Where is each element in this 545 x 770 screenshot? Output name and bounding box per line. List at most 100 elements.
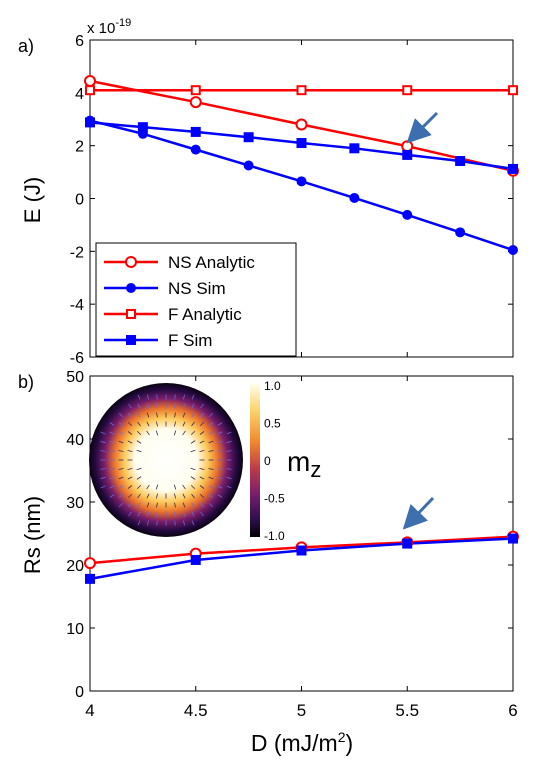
y-tick-label: -2 <box>70 244 84 261</box>
spin-arrow <box>118 494 124 498</box>
spin-arrow <box>146 511 150 517</box>
panel-b-ylabel: Rs (nm) <box>20 496 45 574</box>
spin-arrow <box>208 476 214 480</box>
spin-arrow <box>127 468 133 470</box>
y-tick-label: 40 <box>66 432 84 449</box>
data-point-3 <box>508 163 518 174</box>
legend: NS Analytic NS Sim F Analytic F Sim <box>95 242 297 357</box>
spin-arrow <box>208 494 214 498</box>
data-point-0 <box>189 96 202 109</box>
legend-label-ns-analytic: NS Analytic <box>168 253 255 272</box>
exponent-label: x 10-19 <box>87 17 131 37</box>
data-point-1 <box>402 538 413 549</box>
legend-item-f-sim: F Sim <box>104 331 212 350</box>
spin-arrow <box>155 484 159 490</box>
spin-arrow <box>127 493 133 499</box>
data-point-0 <box>401 140 414 153</box>
spin-arrow <box>208 412 214 418</box>
spin-arrow <box>109 485 115 489</box>
spin-arrow <box>200 403 204 409</box>
spin-arrow <box>146 412 150 418</box>
spin-arrow <box>118 431 124 435</box>
spin-arrow <box>191 421 195 427</box>
spin-arrow <box>109 468 115 470</box>
spin-arrow <box>156 421 158 427</box>
spin-arrow <box>146 484 150 490</box>
data-point-1 <box>349 192 360 203</box>
spin-arrow <box>191 403 195 409</box>
y-tick-label: -6 <box>70 350 84 367</box>
data-point-2 <box>296 85 307 96</box>
spin-arrow <box>156 394 158 400</box>
spin-arrow <box>191 502 195 508</box>
spin-arrow <box>146 502 150 508</box>
spin-arrow <box>127 440 133 444</box>
spin-arrow <box>199 431 205 435</box>
x-tick-label: 5.5 <box>395 701 419 720</box>
data-point-1 <box>190 144 201 155</box>
spin-arrow <box>190 484 196 490</box>
data-point-0 <box>84 557 96 570</box>
panel-a-ticks: -6 -4 -2 0 2 4 6 <box>70 33 514 367</box>
data-point-1 <box>85 573 95 584</box>
spin-arrow <box>217 450 223 452</box>
data-point-2 <box>508 85 518 96</box>
data-point-1 <box>296 176 307 187</box>
colorbar-label-main: m <box>287 446 310 477</box>
colorbar-tick-label: 1.0 <box>264 379 281 393</box>
spin-arrow <box>146 394 150 400</box>
spin-arrow <box>137 412 141 418</box>
panel-a-label: a) <box>18 36 34 56</box>
spin-arrow <box>118 412 124 418</box>
spin-arrow <box>217 485 223 489</box>
x-tick-label: 5 <box>297 701 306 720</box>
spin-arrow <box>199 468 205 470</box>
legend-item-ns-analytic: NS Analytic <box>104 253 255 272</box>
spin-arrow <box>226 450 232 452</box>
legend-item-ns-sim: NS Sim <box>104 279 226 298</box>
spin-arrow <box>173 484 177 490</box>
spin-arrow <box>208 431 214 435</box>
data-point-2 <box>190 85 201 96</box>
spin-arrow <box>182 394 186 400</box>
panel-b-arrow <box>402 496 435 530</box>
spin-arrow <box>191 394 195 400</box>
spin-arrow <box>127 421 133 427</box>
spin-arrow <box>174 520 176 526</box>
spin-arrow <box>182 493 186 499</box>
xlabel-main: D (mJ/m <box>251 730 338 756</box>
spin-arrow <box>155 430 159 436</box>
spin-arrow <box>156 502 158 508</box>
data-point-1 <box>243 160 254 171</box>
spin-arrow <box>146 493 150 499</box>
spin-arrow <box>190 430 196 436</box>
spin-arrow <box>109 431 115 435</box>
spin-arrow <box>174 502 176 508</box>
data-point-3 <box>402 149 413 160</box>
x-tick-label: 6 <box>508 701 517 720</box>
data-point-1 <box>402 209 413 220</box>
y-tick-label: 0 <box>75 684 84 701</box>
spin-arrow <box>226 476 232 480</box>
spin-arrow <box>128 412 132 418</box>
spin-arrow <box>156 520 158 526</box>
spin-arrow <box>109 422 115 426</box>
data-point-3 <box>85 117 95 128</box>
spin-arrow <box>118 468 124 470</box>
spin-arrow <box>199 450 205 452</box>
spin-arrow <box>136 430 142 436</box>
spin-arrow <box>137 421 141 427</box>
spin-arrow <box>118 485 124 489</box>
panel-a-series <box>84 74 519 256</box>
spin-arrow <box>156 412 158 418</box>
spin-arrow <box>174 511 176 517</box>
spin-arrow <box>109 494 115 498</box>
spin-arrow <box>118 440 124 444</box>
colorbar-tick-label: 0.5 <box>264 417 281 431</box>
spin-arrow <box>182 502 186 508</box>
spin-arrow <box>174 403 176 409</box>
y-tick-label: 20 <box>66 558 84 575</box>
data-point-1 <box>455 227 466 238</box>
colorbar-tick-label: -1.0 <box>264 529 285 543</box>
